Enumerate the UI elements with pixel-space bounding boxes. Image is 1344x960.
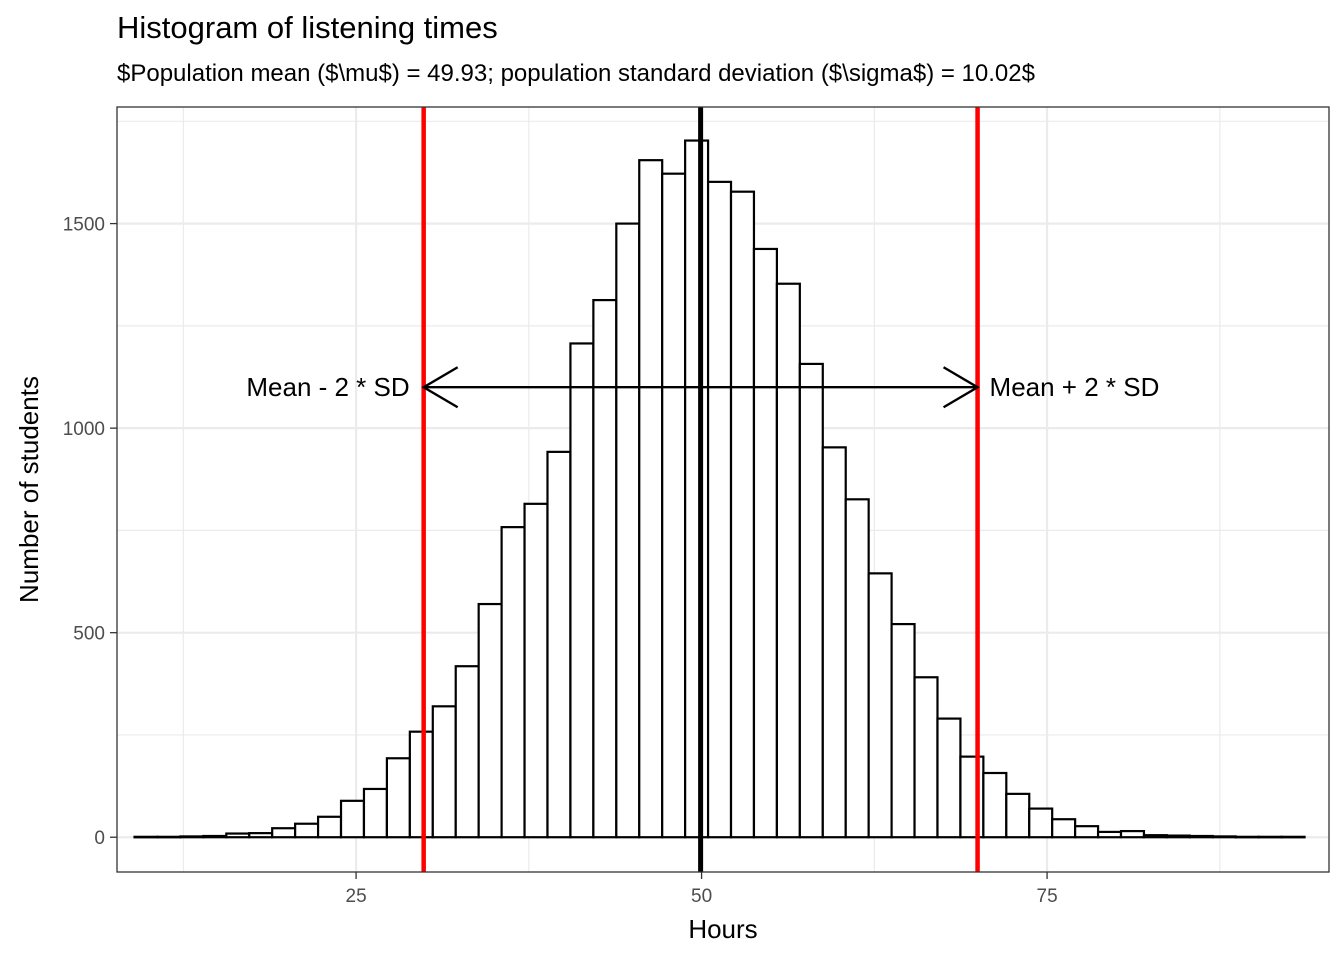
histogram-bar — [661, 172, 687, 839]
histogram-bar — [1142, 834, 1168, 839]
histogram-bar — [1211, 835, 1237, 839]
x-axis-title: Hours — [688, 914, 757, 944]
histogram-bars — [133, 139, 1306, 839]
histogram-bar — [454, 665, 480, 839]
histogram-bar — [1096, 830, 1123, 839]
histogram-bar — [1028, 807, 1054, 839]
sd-range-arrow — [421, 366, 980, 409]
histogram-bar — [225, 832, 251, 839]
histogram-bar — [316, 815, 343, 839]
chart-title: Histogram of listening times — [117, 10, 498, 45]
y-tick-label: 500 — [73, 624, 105, 645]
histogram-bar — [271, 827, 297, 839]
histogram-bar — [1165, 834, 1191, 839]
histogram-bar — [1074, 825, 1100, 839]
histogram-bar — [477, 602, 503, 839]
histogram-bar — [913, 676, 939, 839]
histogram-bar — [523, 502, 549, 839]
histogram-bar — [569, 342, 595, 839]
histogram-bar — [179, 835, 205, 839]
histogram-bar — [890, 622, 916, 839]
annotations: Mean - 2 * SD Mean + 2 * SD — [246, 372, 1159, 402]
histogram-bar — [546, 450, 572, 839]
histogram-bar — [775, 282, 801, 839]
arrow-head-left — [421, 366, 459, 409]
histogram-bar — [638, 159, 664, 839]
x-tick-label: 50 — [691, 886, 712, 907]
x-axis-ticks: 25 50 75 — [346, 872, 1058, 907]
histogram-bar — [959, 755, 985, 839]
arrow-head-right — [942, 366, 980, 409]
histogram-bar — [982, 771, 1008, 839]
histogram-bar — [431, 705, 457, 839]
panel-border — [116, 106, 1330, 873]
x-tick-label: 25 — [346, 886, 367, 907]
histogram-bar — [156, 835, 182, 839]
histogram-bar — [798, 362, 824, 839]
x-tick-label: 75 — [1037, 886, 1058, 907]
histogram-bar — [1188, 834, 1214, 839]
histogram-bar — [684, 139, 710, 839]
histogram-bar — [592, 298, 618, 839]
y-axis-title: Number of students — [14, 376, 44, 603]
histogram-bar — [339, 799, 366, 839]
histogram-bar — [500, 526, 526, 839]
histogram-bar — [867, 572, 893, 839]
histogram-bar — [752, 247, 778, 839]
y-tick-label: 1000 — [63, 419, 105, 440]
histogram-bar — [844, 498, 870, 839]
reference-lines — [421, 107, 980, 872]
histogram-bar — [1234, 835, 1260, 839]
histogram-bar — [1119, 829, 1146, 839]
annotation-mean-plus-2sd: Mean + 2 * SD — [990, 372, 1160, 402]
histogram-bar — [408, 730, 434, 839]
y-axis-ticks: 0 500 1000 1500 — [63, 215, 117, 849]
histogram-bar — [202, 834, 228, 839]
histogram-bar — [133, 835, 159, 839]
y-tick-label: 0 — [94, 828, 105, 849]
histogram-bar — [615, 222, 641, 839]
histogram-bar — [821, 446, 847, 839]
histogram-bar — [1257, 835, 1283, 839]
histogram-bar — [1280, 835, 1306, 839]
histogram-bar — [936, 717, 962, 839]
annotation-mean-minus-2sd: Mean - 2 * SD — [246, 372, 409, 402]
histogram-bar — [362, 787, 389, 839]
histogram-bar — [385, 757, 411, 839]
histogram-bar — [729, 190, 756, 839]
y-tick-label: 1500 — [63, 215, 105, 236]
chart-subtitle: $Population mean ($\mu$) = 49.93; popula… — [117, 60, 1035, 87]
histogram-bar — [1051, 818, 1077, 839]
histogram-bar — [706, 180, 733, 839]
histogram-bar — [1005, 792, 1031, 839]
histogram-bar — [248, 832, 274, 839]
histogram-bar — [294, 822, 320, 839]
